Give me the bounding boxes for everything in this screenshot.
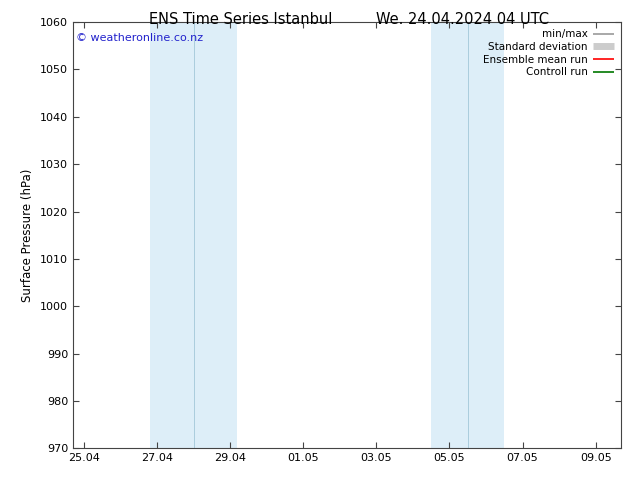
Text: We. 24.04.2024 04 UTC: We. 24.04.2024 04 UTC — [377, 12, 549, 27]
Text: ENS Time Series Istanbul: ENS Time Series Istanbul — [149, 12, 333, 27]
Text: © weatheronline.co.nz: © weatheronline.co.nz — [75, 33, 203, 43]
Y-axis label: Surface Pressure (hPa): Surface Pressure (hPa) — [22, 169, 34, 302]
Legend: min/max, Standard deviation, Ensemble mean run, Controll run: min/max, Standard deviation, Ensemble me… — [481, 27, 616, 79]
Bar — [150, 22, 237, 448]
Bar — [431, 22, 504, 448]
